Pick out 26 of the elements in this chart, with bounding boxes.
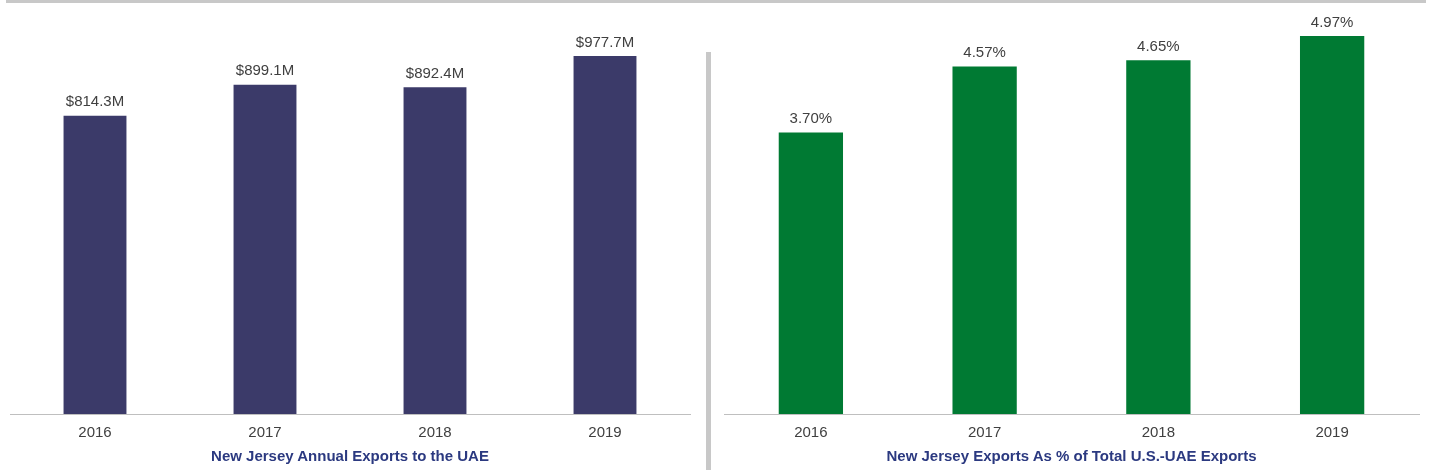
x-tick-label: 2017 xyxy=(248,423,282,441)
x-tick-label: 2019 xyxy=(588,423,622,441)
data-label: 4.65% xyxy=(1137,36,1180,54)
bar xyxy=(1299,36,1365,414)
data-label: $899.1M xyxy=(235,61,295,79)
bar xyxy=(63,115,127,414)
data-label: $977.7M xyxy=(575,32,635,50)
data-label: 3.70% xyxy=(789,109,833,127)
bar xyxy=(233,84,297,414)
x-tick-label: 2018 xyxy=(418,423,452,441)
data-label: 4.57% xyxy=(963,43,1006,61)
x-tick-label: 2018 xyxy=(1141,423,1176,441)
x-tick-label: 2017 xyxy=(967,423,1002,441)
bar xyxy=(573,56,637,414)
data-label: $892.4M xyxy=(405,63,465,81)
text: New Jersey Annual Exports to the UAE xyxy=(211,447,489,465)
bar xyxy=(952,66,1017,414)
bar xyxy=(778,132,844,414)
data-label: 4.97% xyxy=(1310,12,1354,30)
text: New Jersey Exports As % of Total U.S.-UAE Exports xyxy=(886,447,1257,465)
x-tick-label: 2016 xyxy=(78,423,112,441)
x-tick-label: 2016 xyxy=(794,423,828,441)
data-label: $814.3M xyxy=(65,92,125,110)
x-tick-label: 2019 xyxy=(1315,423,1349,441)
bar xyxy=(1126,60,1191,414)
bar xyxy=(403,87,467,414)
